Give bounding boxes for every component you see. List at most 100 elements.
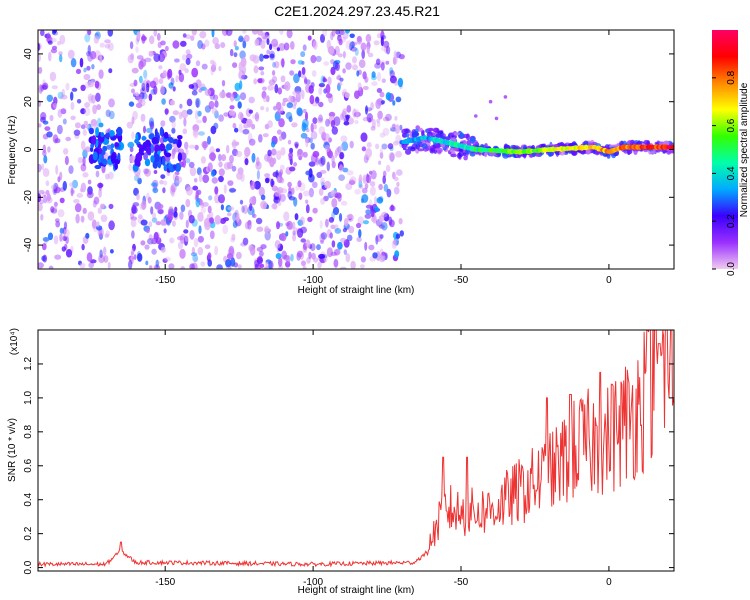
spectrogram-cell [38, 100, 42, 107]
spectrogram-cell [258, 134, 263, 143]
spectrogram-cell [134, 138, 139, 144]
spectrogram-cell [273, 196, 281, 204]
spectrogram-cell [268, 260, 274, 269]
spectrogram-cell [360, 198, 365, 204]
spectrogram-cell [38, 43, 41, 51]
spectrogram-cell [173, 211, 178, 218]
spectrogram-cell [145, 228, 150, 234]
spectrogram-cell [199, 31, 207, 39]
spectrogram-cell [358, 174, 363, 184]
spectrogram-cell [320, 197, 326, 205]
spectrogram-cell [208, 195, 213, 201]
spectrogram-cell [364, 77, 368, 84]
spectrogram-cell [285, 255, 291, 264]
spectrogram-cell [155, 259, 159, 268]
spectrogram-cell [389, 75, 397, 84]
colorbar: 0.0 0.2 0.4 0.6 0.8 Normalized spectral ampl… [712, 30, 750, 276]
spectrogram-cell [301, 67, 306, 75]
spectrogram-cell [201, 141, 209, 149]
spectrogram-cell [250, 246, 256, 256]
spectrogram-cell [307, 216, 313, 223]
spectrogram-cell [356, 222, 362, 229]
spectrogram-cell [234, 93, 241, 102]
spectrogram-cell [242, 30, 247, 34]
spectrogram-cell [59, 54, 63, 63]
spectrogram-cell [349, 33, 355, 39]
spectrogram-cell [97, 207, 103, 214]
spectrogram-cell [365, 107, 373, 112]
spectrogram-cell [136, 193, 140, 201]
spectrogram-cell [140, 240, 146, 246]
spectrogram-cell [75, 213, 80, 224]
spectrogram-cell [46, 94, 53, 103]
snr-y-ticks: 0.0 0.2 0.4 0.6 0.8 1.0 1.2 [23, 357, 674, 575]
spectrogram-cell [140, 219, 148, 226]
spectrogram-cell [263, 96, 268, 103]
spectrogram-cell [236, 251, 242, 260]
spectrogram-cell [278, 118, 285, 128]
spectrogram-cell [343, 239, 350, 248]
spectrogram-cell [317, 261, 322, 269]
spectrogram-cell [141, 136, 147, 141]
spectrogram-cell [305, 111, 308, 121]
spectrogram-cell [227, 206, 235, 211]
spectrogram-cell [160, 174, 166, 180]
spectrogram-cell [200, 86, 207, 91]
spectrogram-cell [107, 30, 114, 37]
spectrogram-cell [85, 123, 90, 129]
spectrogram-cell [385, 92, 392, 101]
spectrogram-cell [272, 171, 279, 178]
spectrogram-cell [375, 143, 380, 150]
spectrogram-cell [153, 53, 161, 63]
spectrogram-cell [421, 130, 425, 137]
spectrogram-cell [223, 162, 231, 170]
spectrogram-cell [70, 91, 74, 101]
spectrogram-cell [227, 247, 235, 258]
spectrogram-cell [381, 222, 388, 231]
spectrogram-cell [345, 183, 353, 190]
spectrogram-cell [70, 58, 77, 68]
spectrogram-cell [285, 111, 293, 120]
spectrogram-cell [392, 100, 396, 106]
spectrogram-cell [93, 196, 100, 205]
spectrogram-cell [503, 95, 508, 99]
spectrogram-cell [405, 148, 412, 155]
spectrogram-cell [248, 138, 256, 146]
spectrogram-cell [340, 200, 348, 206]
spectrogram-cell [370, 170, 377, 180]
spectrogram-cell [73, 199, 80, 204]
spectrogram-cell [203, 217, 211, 228]
spectrogram-cell [436, 142, 441, 149]
spectrogram-cell [154, 128, 158, 137]
spectrogram-cell [175, 176, 183, 184]
spectrogram-cell [237, 264, 242, 269]
spectrogram-cell [292, 230, 296, 236]
spectrogram-cell [379, 234, 384, 239]
spectrogram-cell [240, 242, 247, 247]
spectrogram-cell [53, 205, 58, 213]
spectrogram-cell [51, 85, 58, 90]
spectrogram-cell [197, 212, 204, 222]
spectrogram-cell [137, 144, 143, 148]
spectrogram-cell [285, 231, 289, 237]
spectrogram-cell [50, 208, 58, 214]
colorbar-label: Normalized spectral amplitude [739, 82, 750, 217]
spectrogram-cell [74, 203, 82, 213]
spectrogram-cell [243, 204, 248, 215]
spectrogram-cell [373, 40, 380, 46]
spectrogram-cell [276, 150, 282, 161]
spectrogram-cell [370, 125, 376, 131]
spectrogram-cell [374, 62, 382, 69]
spectrogram-cell [117, 152, 121, 161]
spectrogram-cell [331, 198, 338, 208]
spectrogram-cell [185, 148, 189, 156]
spectrogram-cell [286, 220, 293, 230]
spectrogram-cell [297, 219, 304, 226]
spectrogram-cell [280, 75, 286, 83]
spectrogram-cell [171, 220, 176, 227]
spectrogram-cell [104, 39, 111, 44]
snr-frame [37, 329, 675, 572]
spectrogram-cell [225, 259, 232, 268]
spectrogram-cell [418, 127, 423, 132]
spectrogram-y-tick-label: -20 [23, 190, 34, 205]
